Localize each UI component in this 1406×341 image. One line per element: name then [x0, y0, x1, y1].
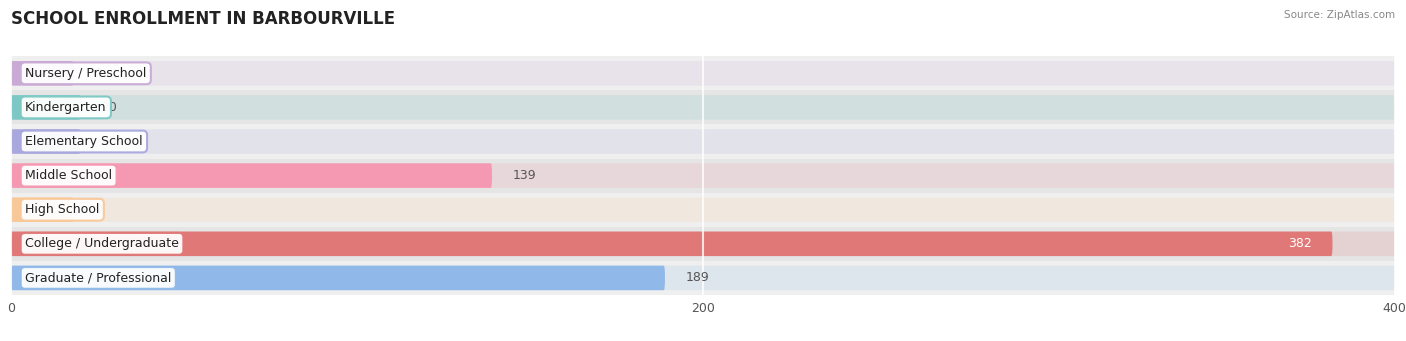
Bar [11, 124, 1395, 159]
Text: High School: High School [25, 203, 100, 216]
Text: Kindergarten: Kindergarten [25, 101, 107, 114]
FancyBboxPatch shape [11, 163, 1395, 188]
Text: Middle School: Middle School [25, 169, 112, 182]
Text: 139: 139 [513, 169, 537, 182]
Text: Nursery / Preschool: Nursery / Preschool [25, 67, 146, 80]
Text: 20: 20 [101, 101, 117, 114]
FancyBboxPatch shape [11, 197, 1395, 222]
Text: 0: 0 [94, 67, 103, 80]
FancyBboxPatch shape [11, 266, 665, 290]
Bar [11, 193, 1395, 227]
FancyBboxPatch shape [11, 129, 80, 154]
Text: Source: ZipAtlas.com: Source: ZipAtlas.com [1284, 10, 1395, 20]
Text: 0: 0 [94, 203, 103, 216]
FancyBboxPatch shape [11, 197, 73, 222]
FancyBboxPatch shape [11, 163, 492, 188]
FancyBboxPatch shape [11, 232, 1333, 256]
Bar [11, 90, 1395, 124]
Text: 20: 20 [101, 135, 117, 148]
FancyBboxPatch shape [11, 232, 1395, 256]
Text: Elementary School: Elementary School [25, 135, 142, 148]
Text: 382: 382 [1288, 237, 1312, 250]
FancyBboxPatch shape [11, 95, 80, 120]
Text: SCHOOL ENROLLMENT IN BARBOURVILLE: SCHOOL ENROLLMENT IN BARBOURVILLE [11, 10, 395, 28]
FancyBboxPatch shape [11, 61, 1395, 86]
FancyBboxPatch shape [11, 61, 73, 86]
FancyBboxPatch shape [11, 95, 1395, 120]
Bar [11, 159, 1395, 193]
Text: College / Undergraduate: College / Undergraduate [25, 237, 179, 250]
Text: 189: 189 [686, 271, 710, 284]
FancyBboxPatch shape [11, 266, 1395, 290]
FancyBboxPatch shape [11, 129, 1395, 154]
Bar [11, 227, 1395, 261]
Bar [11, 261, 1395, 295]
Bar [11, 56, 1395, 90]
Text: Graduate / Professional: Graduate / Professional [25, 271, 172, 284]
